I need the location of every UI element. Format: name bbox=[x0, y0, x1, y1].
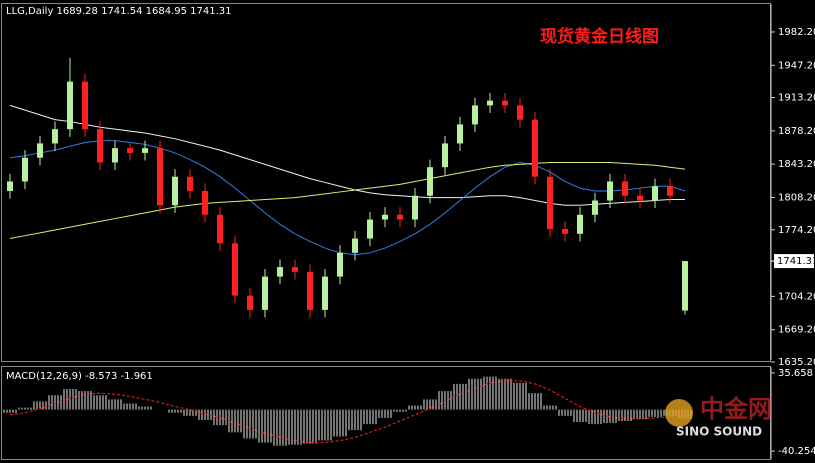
macd-title: MACD(12,26,9) -8.573 -1.961 bbox=[6, 371, 153, 382]
candle-body bbox=[22, 157, 28, 182]
candle-body bbox=[592, 200, 598, 215]
candle-body bbox=[367, 219, 373, 239]
y-tick-label: 1843.20 bbox=[778, 159, 815, 170]
candle-body bbox=[667, 186, 673, 196]
candle-body bbox=[637, 195, 643, 201]
y-tick-label: 35.658 bbox=[778, 368, 813, 379]
watermark-brand: SINO SOUND bbox=[676, 425, 762, 439]
candle-body bbox=[247, 295, 253, 310]
candle-body bbox=[202, 190, 208, 215]
candle-body bbox=[277, 267, 283, 277]
moving-average bbox=[9, 104, 685, 206]
candle-body bbox=[217, 214, 223, 244]
y-tick-label: 1947.20 bbox=[778, 60, 815, 71]
candle-body bbox=[172, 176, 178, 206]
plot: 1982.20 1947.20 1913.20 1878.20 1843.20 1808.… bbox=[3, 4, 815, 459]
candle-body bbox=[397, 214, 403, 220]
candle-body bbox=[337, 252, 343, 277]
price-marker-label: 1741.31 bbox=[777, 256, 815, 267]
candle-body bbox=[97, 129, 103, 163]
candle-body bbox=[607, 181, 613, 201]
candle-body bbox=[262, 276, 268, 310]
candle-body bbox=[472, 105, 478, 125]
y-tick-label: 1774.20 bbox=[778, 225, 815, 236]
candle-body bbox=[187, 176, 193, 191]
candle-body bbox=[412, 195, 418, 220]
y-tick-label: 1635.20 bbox=[778, 357, 815, 368]
y-tick-label: 1982.20 bbox=[778, 27, 815, 38]
y-tick-label: 1704.20 bbox=[778, 291, 815, 302]
candle-body bbox=[352, 238, 358, 253]
y-tick-label: 1913.20 bbox=[778, 93, 815, 104]
candle-body bbox=[562, 229, 568, 234]
candle-body bbox=[142, 148, 148, 153]
candle-body bbox=[382, 214, 388, 220]
candle-body bbox=[502, 100, 508, 106]
candle-body bbox=[292, 267, 298, 272]
y-tick-label: 1808.20 bbox=[778, 192, 815, 203]
y-tick-label: 1878.20 bbox=[778, 126, 815, 137]
candle-body bbox=[52, 129, 58, 144]
candle-body bbox=[7, 181, 13, 191]
candle-body bbox=[487, 100, 493, 106]
y-tick-label: -40.254 bbox=[778, 446, 815, 457]
candle-body bbox=[37, 143, 43, 158]
candle-body bbox=[112, 148, 118, 163]
y-tick-label: 1669.20 bbox=[778, 325, 815, 336]
candle-body bbox=[82, 81, 88, 130]
candle-body bbox=[622, 181, 628, 196]
signal-line bbox=[9, 380, 686, 444]
candle-body bbox=[652, 186, 658, 201]
candle-body bbox=[427, 167, 433, 196]
chart-title: LLG,Daily 1689.28 1741.54 1684.95 1741.3… bbox=[6, 6, 232, 17]
candle-body bbox=[457, 124, 463, 144]
candle-body bbox=[67, 81, 73, 130]
candle-body bbox=[532, 119, 538, 177]
moving-average bbox=[9, 140, 686, 256]
candle-body bbox=[157, 148, 163, 206]
moving-average bbox=[9, 161, 686, 240]
candle-body bbox=[517, 105, 523, 120]
candle-body bbox=[547, 176, 553, 230]
candle-body bbox=[127, 148, 133, 153]
candle-body bbox=[322, 276, 328, 310]
candle-body bbox=[442, 143, 448, 168]
candle-body bbox=[232, 243, 238, 296]
watermark-icon bbox=[665, 399, 693, 427]
watermark-logo: 中金网 bbox=[700, 395, 772, 423]
candle-body bbox=[577, 214, 583, 234]
annotation: 现货黄金日线图 bbox=[540, 26, 659, 47]
candle-body bbox=[307, 271, 313, 310]
price-marker-box bbox=[774, 254, 814, 269]
candle-body bbox=[682, 261, 688, 311]
